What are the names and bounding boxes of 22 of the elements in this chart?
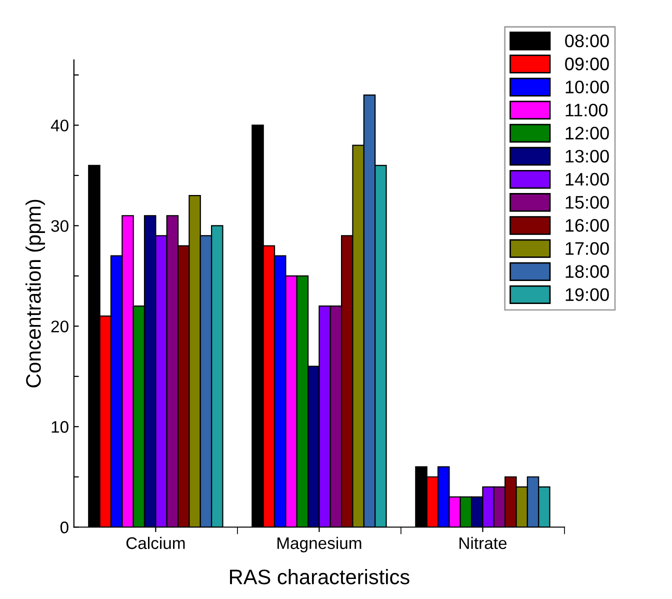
x-tick-label: Magnesium (277, 536, 362, 552)
x-tick-label: Calcium (126, 536, 185, 550)
x-axis-title: RAS characteristics (230, 569, 410, 584)
y-tick-label: 20 (51, 320, 68, 332)
legend-label: 11:00 (566, 104, 608, 116)
y-tick-label: 40 (50, 120, 68, 132)
legend-label: 12:00 (566, 126, 609, 140)
x-tick-label: Nitrate (460, 536, 507, 550)
legend-label: 17:00 (566, 242, 609, 255)
y-tick-label: 0 (60, 522, 68, 534)
legend-label: 14:00 (566, 172, 609, 186)
legend-label: 13:00 (566, 150, 609, 163)
y-tick-label: 30 (51, 220, 68, 232)
legend-label: 16:00 (566, 219, 609, 232)
legend-label: 10:00 (566, 80, 609, 94)
legend-label: 19:00 (566, 288, 609, 302)
legend-label: 18:00 (566, 265, 609, 278)
y-axis-title: Concentration (ppm) (26, 200, 45, 388)
legend-label: 15:00 (566, 196, 609, 209)
legend-label: 08:00 (565, 34, 609, 48)
legend-label: 09:00 (565, 58, 609, 70)
y-tick-label: 10 (52, 421, 68, 433)
